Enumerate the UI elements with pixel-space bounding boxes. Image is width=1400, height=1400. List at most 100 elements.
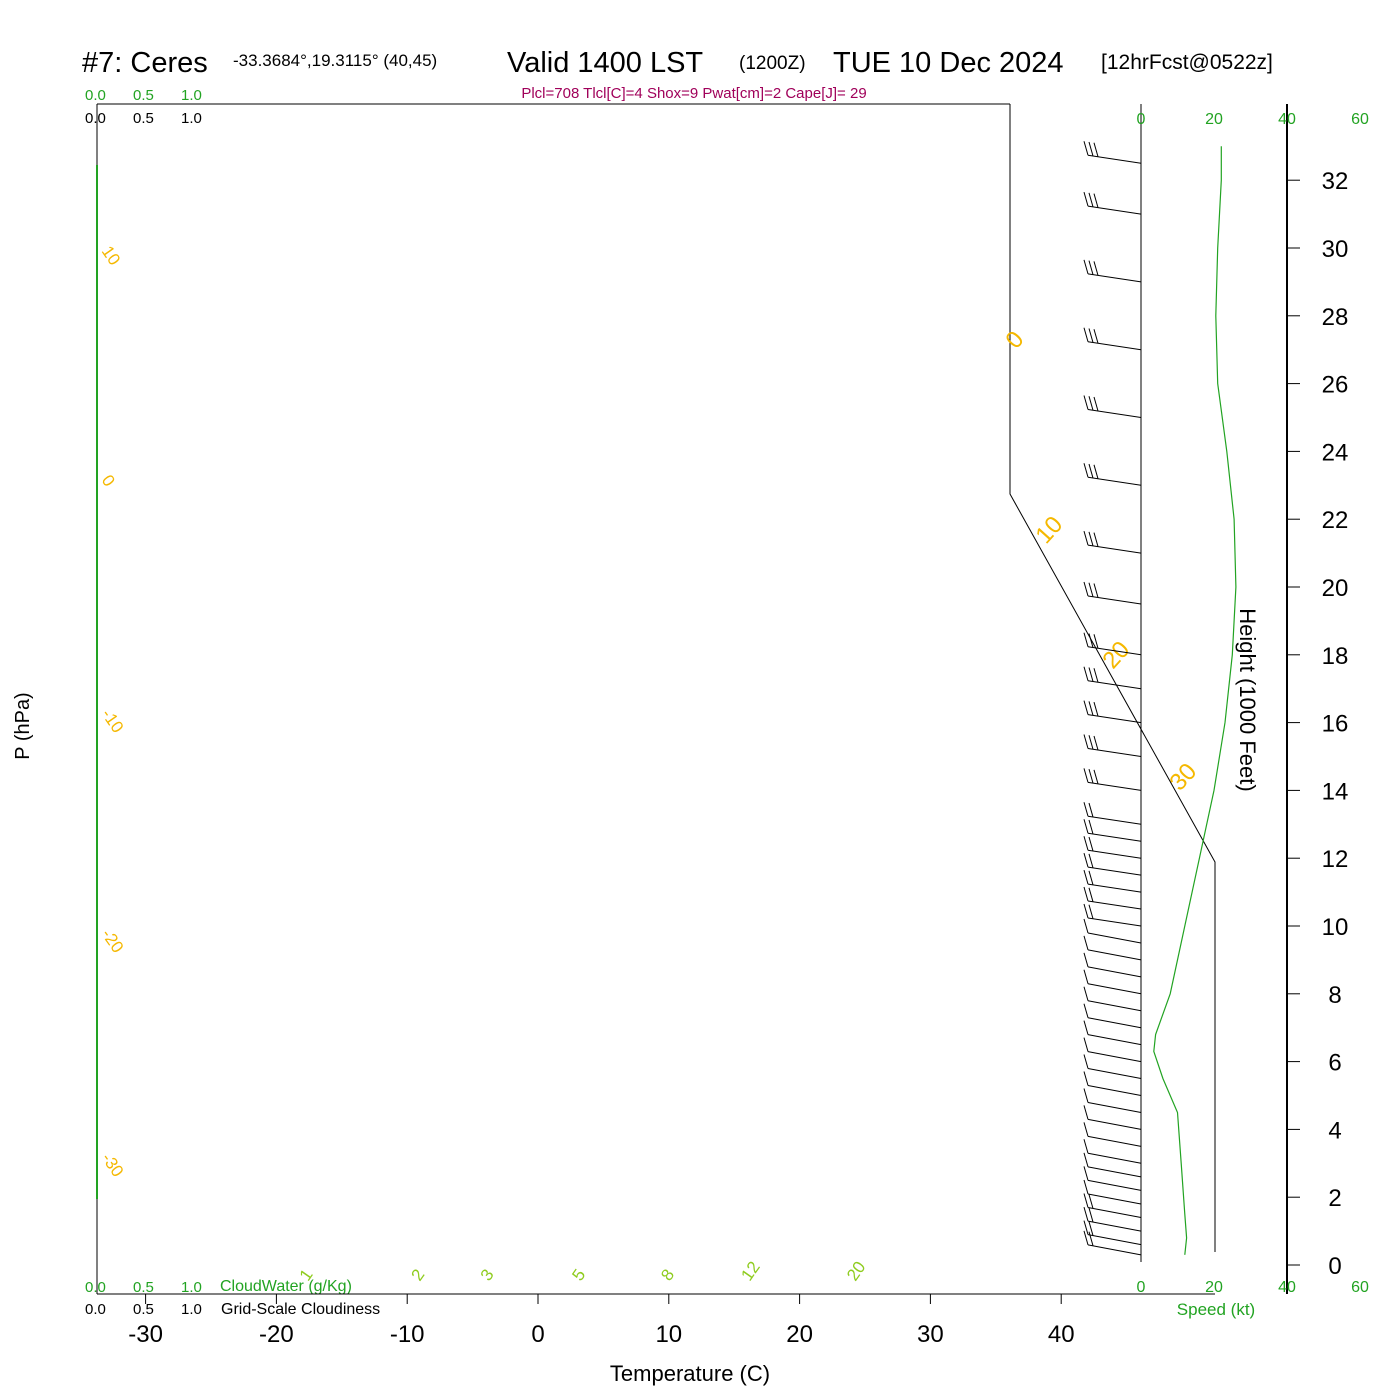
speed-tick-bottom: 0	[1137, 1279, 1146, 1296]
cloud-top-black-0: 0.0	[85, 110, 106, 127]
height-tick: 0	[1328, 1253, 1341, 1280]
wind-barb	[1083, 1054, 1142, 1080]
wind-barb	[1083, 918, 1142, 944]
x-axis-title: Temperature (C)	[610, 1361, 770, 1386]
temperature-tick: 0	[531, 1321, 544, 1348]
cloud-bottom-black-2: 1.0	[181, 1301, 202, 1318]
cloudwater-label: CloudWater (g/Kg)	[220, 1278, 352, 1295]
wind-barb	[1083, 853, 1142, 876]
height-tick: 32	[1322, 168, 1349, 195]
wind-barbs	[1083, 141, 1142, 1256]
height-tick: 8	[1328, 982, 1341, 1009]
wind-barb	[1083, 1105, 1142, 1130]
isotherm-label: -30	[98, 1149, 128, 1180]
wind-barb	[1083, 952, 1142, 978]
wind-barb	[1083, 1179, 1142, 1205]
y-axis-title: P (hPa)	[12, 692, 34, 759]
wind-barb	[1083, 903, 1142, 927]
temperature-tick: 40	[1048, 1321, 1075, 1348]
stability-indices: Plcl=708 Tlcl[C]=4 Shox=9 Pwat[cm]=2 Cap…	[521, 85, 866, 102]
valid-zulu: (1200Z)	[739, 53, 806, 74]
height-tick: 16	[1322, 711, 1349, 738]
isotherm-label: 10	[98, 242, 124, 268]
cloud-bottom-green-1: 0.5	[133, 1279, 154, 1296]
isotherm-label: 0	[98, 471, 119, 490]
wind-barb	[1083, 1122, 1142, 1147]
wind-barb	[1083, 632, 1142, 656]
wind-barb	[1083, 395, 1142, 418]
height-tick: 6	[1328, 1050, 1341, 1077]
cloud-scale-bottom: 0.0 0.5 1.0 CloudWater (g/Kg) 0.0 0.5 1.…	[85, 1278, 380, 1318]
height-tick: 4	[1328, 1117, 1341, 1144]
speed-tick-top: 0	[1137, 111, 1146, 128]
wind-barb	[1083, 1139, 1142, 1164]
sounding-profiles	[1153, 146, 1237, 1255]
dry-adiabat-label: 20	[1097, 636, 1135, 674]
mixing-ratio-label: 3	[477, 1266, 498, 1285]
valid-time: Valid 1400 LST	[507, 47, 703, 79]
temperature-tick: -10	[390, 1321, 425, 1348]
wind-barb	[1083, 1003, 1142, 1029]
forecast-label: [12hrFcst@0522z]	[1101, 51, 1273, 74]
cloud-top-green-1: 0.5	[133, 87, 154, 104]
height-tick: 24	[1322, 439, 1349, 466]
cloud-top-green-2: 1.0	[181, 87, 202, 104]
wind-barb	[1083, 1088, 1142, 1113]
height-tick: 20	[1322, 575, 1349, 602]
wind-barb	[1083, 1206, 1142, 1232]
cloud-top-black-1: 0.5	[133, 110, 154, 127]
station-title: #7: Ceres	[82, 47, 208, 79]
height-tick: 12	[1322, 846, 1349, 873]
dry-adiabat-label: 0	[1000, 326, 1029, 354]
wind-barb	[1083, 666, 1142, 690]
height-tick: 18	[1322, 643, 1349, 670]
wind-barb	[1083, 886, 1142, 910]
wind-barb	[1083, 141, 1142, 164]
wind-panel-boundary	[1009, 104, 1216, 1252]
wind-barb	[1083, 581, 1142, 605]
wind-barb	[1083, 836, 1142, 859]
wind-barb	[1083, 700, 1142, 724]
mixing-ratio-label: 20	[843, 1258, 869, 1284]
wind-barb	[1083, 327, 1142, 351]
wind-barb	[1083, 1230, 1142, 1256]
isotherm-label: -20	[98, 925, 128, 956]
wind-barb	[1083, 1152, 1142, 1178]
mixing-ratio-label: 12	[737, 1258, 763, 1284]
wind-speed-profile	[1153, 146, 1237, 1255]
wind-barb	[1083, 734, 1142, 757]
wind-barb	[1083, 869, 1142, 893]
station-coords: -33.3684°,19.3115° (40,45)	[233, 51, 437, 70]
wind-barb	[1083, 1220, 1142, 1246]
height-axis-title: Height (1000 Feet)	[1235, 608, 1260, 791]
temperature-axis-ticks: -30 -20 -10 0 10 20 30 40	[128, 1294, 1075, 1348]
speed-tick-top: 60	[1351, 111, 1369, 128]
height-tick: 14	[1322, 778, 1349, 805]
mixing-ratio-label: 5	[568, 1266, 589, 1285]
cloud-scale-top: 0.0 0.5 1.0 0.0 0.5 1.0	[85, 87, 202, 127]
speed-tick-bottom: 20	[1205, 1279, 1223, 1296]
cloud-bottom-black-0: 0.0	[85, 1301, 106, 1318]
wind-barb	[1083, 259, 1142, 283]
temperature-tick: 20	[786, 1321, 813, 1348]
cloud-bottom-green-0: 0.0	[85, 1279, 106, 1296]
cloud-bottom-green-2: 1.0	[181, 1279, 202, 1296]
speed-tick-top: 40	[1278, 111, 1296, 128]
wind-barb	[1083, 986, 1142, 1012]
wind-barb	[1083, 819, 1142, 842]
wind-barb	[1083, 1020, 1142, 1046]
temperature-tick: -30	[128, 1321, 163, 1348]
cloudiness-label: Grid-Scale Cloudiness	[221, 1301, 380, 1318]
dry-adiabat-label: 30	[1164, 758, 1202, 796]
valid-date: TUE 10 Dec 2024	[833, 47, 1064, 79]
temperature-tick: 30	[917, 1321, 944, 1348]
height-tick: 10	[1322, 914, 1349, 941]
mixing-ratio-label: 2	[407, 1266, 428, 1285]
isotherm-label: -10	[98, 705, 128, 736]
wind-barb	[1083, 969, 1142, 995]
height-tick: 30	[1322, 236, 1349, 263]
